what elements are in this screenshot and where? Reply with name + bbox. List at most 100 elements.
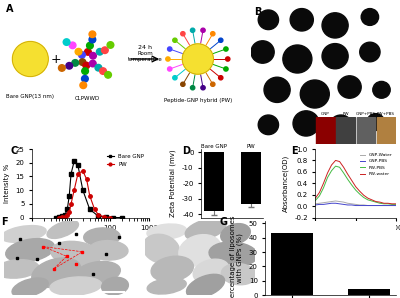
Ellipse shape [12,278,48,297]
Text: +: + [50,52,61,66]
Circle shape [182,44,213,74]
PW [96,213,101,217]
GNP-PBS [378,204,382,207]
Circle shape [322,13,348,38]
PW [108,216,112,219]
Ellipse shape [76,261,120,284]
Circle shape [96,49,103,55]
PW-water [394,202,398,206]
PW [76,172,80,176]
Ellipse shape [84,228,120,246]
Y-axis label: Intensity %: Intensity % [4,164,10,203]
Text: Room: Room [137,50,153,55]
Bare GNP [96,214,101,218]
Circle shape [190,28,195,32]
Circle shape [224,47,228,51]
Circle shape [90,52,96,59]
Bare GNP [57,215,62,219]
Text: G: G [220,217,228,227]
Circle shape [218,38,223,42]
Circle shape [293,111,319,136]
Text: Bare GNP: Bare GNP [201,144,227,149]
Circle shape [107,42,114,48]
PW [69,202,74,206]
PW-PBS [313,198,318,202]
PW-water [341,165,346,169]
GNP-PBS [333,201,338,205]
Text: D: D [182,145,190,156]
Bare GNP [53,216,58,219]
Y-axis label: Percentage of liposomes
with GNPs (%): Percentage of liposomes with GNPs (%) [230,215,243,298]
Ellipse shape [186,274,224,298]
PW [72,188,76,192]
PW-water [386,201,390,205]
Ellipse shape [147,278,186,294]
Bare GNP [63,213,68,217]
Ellipse shape [32,258,81,287]
Circle shape [264,77,290,103]
Ellipse shape [151,256,194,282]
Circle shape [218,76,223,80]
Ellipse shape [51,241,101,267]
Circle shape [360,42,380,62]
Circle shape [367,114,384,131]
Ellipse shape [221,263,256,285]
Circle shape [211,82,215,86]
Circle shape [78,52,85,58]
Circle shape [224,67,228,71]
Circle shape [84,49,91,55]
Circle shape [105,72,112,78]
Circle shape [80,82,87,89]
Text: Peptide-GNP hybrid (PW): Peptide-GNP hybrid (PW) [164,97,232,103]
Bare GNP [76,164,80,167]
PW-PBS [341,171,346,175]
GNP-PBS [382,204,386,207]
GNP-PBS [394,204,398,207]
PW-PBS [353,188,358,192]
Bare GNP [65,207,70,211]
Circle shape [201,28,205,32]
Circle shape [83,62,90,69]
GNP-Water [366,204,370,207]
PW-water [370,198,374,202]
Legend: GNP-Water, GNP-PBS, PW-PBS, PW-water: GNP-Water, GNP-PBS, PW-PBS, PW-water [358,151,394,178]
Bar [271,233,314,295]
Text: Bare GNP(13 nm): Bare GNP(13 nm) [6,94,54,99]
GNP-PBS [357,204,362,207]
Circle shape [95,64,102,71]
Circle shape [190,86,195,90]
Circle shape [90,60,96,67]
PW [60,215,65,219]
Circle shape [290,9,313,31]
Circle shape [69,42,76,49]
GNP-Water [341,200,346,204]
Bar [240,152,261,204]
PW-PBS [382,202,386,206]
Ellipse shape [221,224,250,244]
PW-PBS [325,176,330,179]
PW-water [378,200,382,204]
PW-PBS [394,203,398,206]
Bare GNP [80,188,85,192]
GNP-PBS [374,204,378,207]
Ellipse shape [179,235,221,266]
PW [65,214,70,217]
Circle shape [79,59,86,65]
Bar [348,289,390,295]
PW-water [337,160,342,163]
Line: GNP-Water: GNP-Water [316,201,396,206]
Bare GNP [111,216,116,219]
PW-PBS [390,203,394,206]
Line: PW-PBS: PW-PBS [316,166,396,204]
Bare GNP [120,216,124,219]
Ellipse shape [47,221,78,238]
Text: temperature: temperature [128,57,162,62]
Bare GNP [60,214,65,218]
Text: PW: PW [246,144,255,149]
PW [87,194,92,197]
Text: C: C [11,145,18,156]
PW-PBS [374,200,378,204]
PW-water [333,159,338,162]
GNP-Water [378,204,382,207]
PW-water [349,179,354,182]
